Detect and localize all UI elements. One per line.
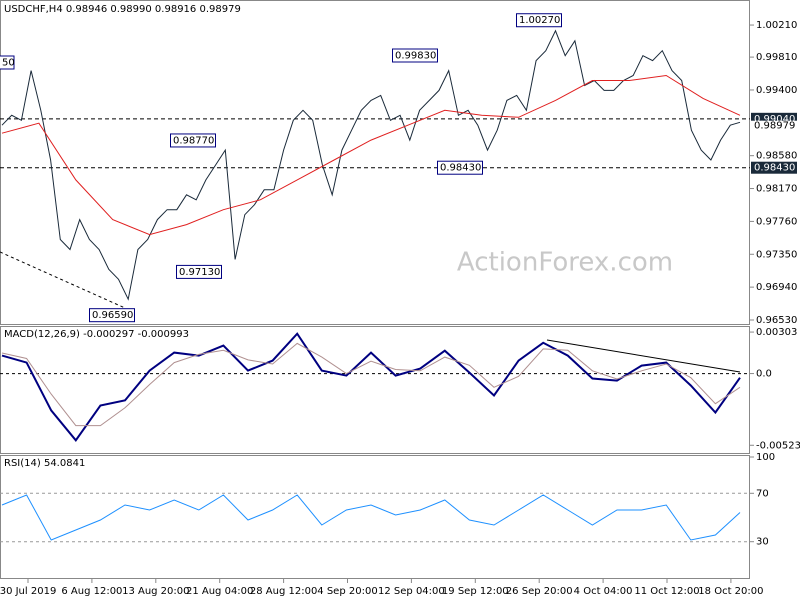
rsi-panel: [0, 455, 750, 579]
x-tick-label: 28 Aug 12:00: [250, 586, 317, 597]
level-tag-label: 0.98430: [754, 163, 795, 174]
series-line: [1, 74, 741, 236]
level-box: [89, 308, 135, 323]
y-tick-label: 0.98170: [756, 184, 797, 195]
level-box: [170, 133, 216, 148]
level-box: [392, 48, 438, 63]
y-tick-label: 70: [756, 488, 769, 499]
price-tag-label: 0.98979: [754, 121, 795, 132]
x-tick-label: 21 Aug 04:00: [186, 586, 253, 597]
level-box-label: 0.98770: [173, 135, 214, 146]
series-line: [1, 342, 741, 427]
y-tick-label: 30: [756, 537, 769, 548]
level-box-label: 0.99830: [395, 51, 436, 62]
x-tick-label: 30 Jul 2019: [0, 586, 56, 597]
level-box-label: 1.00270: [519, 15, 560, 26]
y-tick-label: 0.00303: [756, 327, 797, 338]
x-tick-label: 4 Oct 04:00: [574, 586, 633, 597]
price-tag: [751, 120, 797, 131]
level-box: [0, 55, 15, 70]
y-tick-label: 100: [756, 452, 775, 463]
level-box-label: 0.96590: [92, 310, 133, 321]
level-box-label: 50: [2, 58, 15, 69]
level-box: [176, 264, 222, 279]
level-tag-label: 0.99040: [754, 114, 795, 125]
x-tick-label: 13 Aug 20:00: [122, 586, 189, 597]
x-tick-label: 19 Sep 12:00: [442, 586, 509, 597]
y-tick-label: 0.97350: [756, 249, 797, 260]
level-box-label: 0.98430: [440, 163, 481, 174]
price-panel: [0, 0, 750, 325]
x-tick-label: 11 Oct 12:00: [634, 586, 699, 597]
rsi-title: RSI(14) 54.0841: [4, 458, 85, 469]
macd-title: MACD(12,26,9) -0.000297 -0.000993: [4, 329, 189, 340]
y-tick-label: 0.99810: [756, 52, 797, 63]
x-tick-label: 4 Sep 20:00: [317, 586, 377, 597]
x-tick-label: 12 Sep 04:00: [378, 586, 445, 597]
series-line: [1, 494, 741, 541]
level-box: [437, 160, 483, 175]
series-line: [1, 332, 741, 442]
level-box: [516, 13, 562, 28]
macd-trend-line: [546, 339, 741, 373]
y-tick-label: -0.005236: [756, 440, 800, 451]
watermark: ActionForex.com: [457, 248, 673, 278]
y-tick-label: 0.96530: [756, 315, 797, 326]
x-tick-label: 18 Oct 20:00: [698, 586, 763, 597]
level-tag: [751, 161, 797, 174]
y-tick-label: 0.99400: [756, 85, 797, 96]
y-tick-label: 0.0: [756, 369, 772, 380]
macd-panel: [0, 326, 750, 454]
series-line: [1, 29, 741, 301]
y-tick-label: 0.98580: [756, 151, 797, 162]
x-tick-label: 6 Aug 12:00: [61, 586, 122, 597]
y-tick-label: 0.96940: [756, 282, 797, 293]
level-box-label: 0.97130: [179, 267, 220, 278]
y-tick-label: 0.97760: [756, 216, 797, 227]
trend-line: [0, 251, 126, 309]
x-tick-label: 26 Sep 20:00: [506, 586, 573, 597]
y-tick-label: 1.00210: [756, 20, 797, 31]
header: USDCHF,H4 0.98946 0.98990 0.98916 0.9897…: [4, 4, 241, 15]
